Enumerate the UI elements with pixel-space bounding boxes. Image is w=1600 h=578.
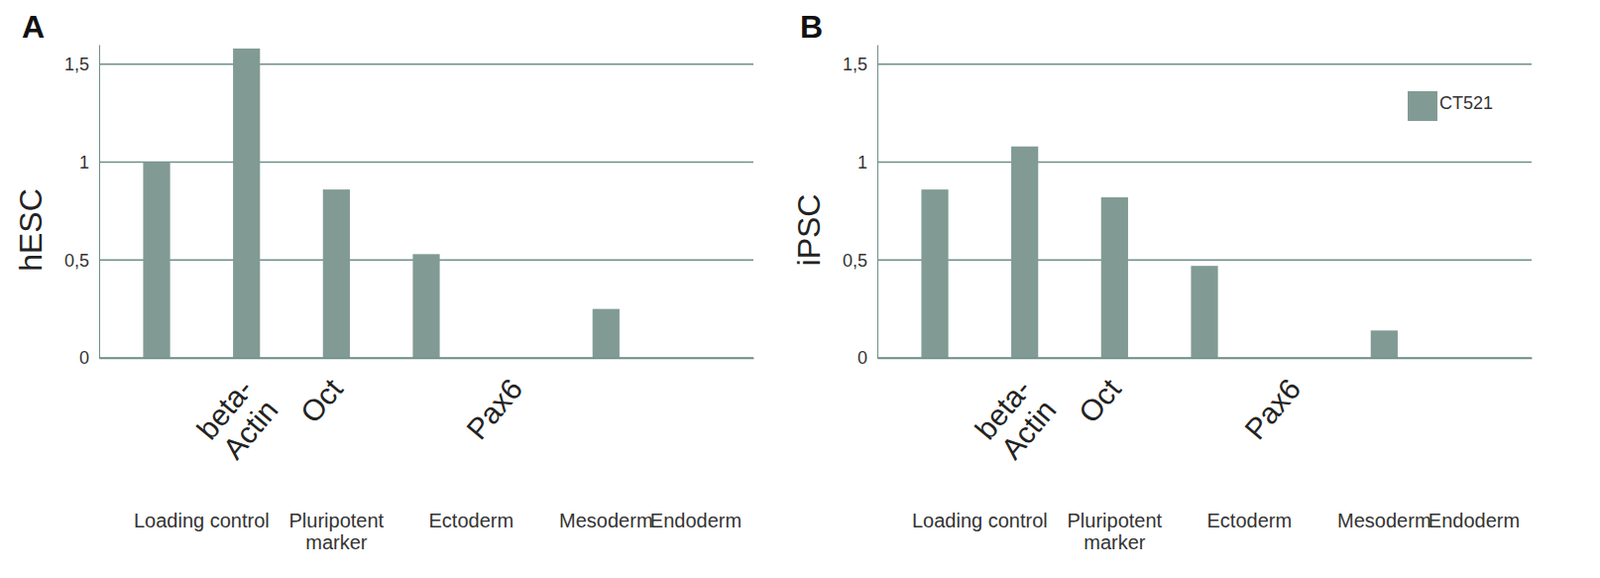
y-tick: 0 <box>857 347 878 368</box>
y-tick-label: 0 <box>857 347 868 368</box>
y-tick: 1 <box>857 152 878 173</box>
x-tick-label: Pax6 <box>459 372 529 447</box>
grid-line <box>877 259 1532 261</box>
bar <box>920 189 948 358</box>
group-label: Pluripotentmarker <box>289 509 385 554</box>
group-label: Pluripotentmarker <box>1067 509 1163 554</box>
y-tick: 1,5 <box>64 54 100 75</box>
text-line: Pluripotent <box>289 509 385 532</box>
x-axis-line <box>878 357 1533 359</box>
text-line: Endoderm <box>1428 509 1520 532</box>
y-tick-label: 0,5 <box>842 250 868 271</box>
legend-label: CT521 <box>1439 93 1493 114</box>
y-tick-label: 0 <box>79 347 90 368</box>
text-line: Pax6 <box>1238 372 1307 447</box>
x-tick: Oct <box>1072 357 1129 430</box>
y-tick-label: 1,5 <box>842 54 868 75</box>
title: A <box>21 8 45 45</box>
text-line: Actin <box>994 393 1062 465</box>
y-tick-label: 1,5 <box>64 54 90 75</box>
x-axis: beta-ActinOct Pax6 <box>878 357 1533 466</box>
bar <box>1011 146 1038 358</box>
bar <box>142 162 170 359</box>
group-label: Loading control <box>912 509 1048 532</box>
text-line: Oct <box>1072 371 1129 429</box>
x-tick: beta-Actin <box>190 357 285 466</box>
panel: 0 0,5 1 1,5 beta-ActinOct Pax6 Loading control… <box>12 8 755 554</box>
x-axis-line <box>100 357 755 359</box>
bar <box>1371 330 1398 358</box>
group-label: Ectoderm <box>429 509 515 532</box>
y-tick-label: 1 <box>857 152 868 173</box>
text-line: Actin <box>216 393 284 465</box>
x-tick: Pax6 <box>459 357 529 446</box>
y-axis-line <box>877 45 879 359</box>
title: B <box>800 8 823 45</box>
group-label: Endoderm <box>1428 509 1520 532</box>
panel: 0 0,5 1 1,5 beta-ActinOct Pax6 Loading control… <box>791 8 1533 554</box>
text-line: Endoderm <box>650 509 742 532</box>
x-tick: Oct <box>294 357 350 430</box>
group-label: Mesoderm <box>1337 509 1431 532</box>
group-label: Mesoderm <box>559 509 653 532</box>
y-tick: 1,5 <box>842 54 878 75</box>
x-axis: beta-ActinOct Pax6 <box>100 357 755 466</box>
bars <box>142 48 619 358</box>
text-line: Ectoderm <box>1207 509 1293 532</box>
y-tick: 1 <box>79 152 100 173</box>
bar <box>412 253 440 358</box>
x-tick: beta-Actin <box>968 357 1063 466</box>
text-line: Mesoderm <box>559 509 653 532</box>
x-tick-label: Oct <box>1072 371 1129 429</box>
group-labels: Loading control Pluripotentmarker Ectoderm… <box>912 509 1520 554</box>
x-tick: Pax6 <box>1238 357 1307 446</box>
y-tick-label: 1 <box>79 152 90 173</box>
y-tick: 0,5 <box>64 250 100 271</box>
grid-line <box>99 63 754 65</box>
text-line: Oct <box>294 371 350 429</box>
text-line: marker <box>1083 531 1146 554</box>
grid-line <box>877 63 1532 65</box>
bar <box>1101 197 1129 358</box>
group-label: Ectoderm <box>1207 509 1293 532</box>
figure: 00,511,5beta-ActinOctPax6Loading control… <box>0 0 1600 578</box>
y-tick-label: 0,5 <box>64 250 90 271</box>
text-line: Pax6 <box>459 372 529 447</box>
grid <box>99 64 754 358</box>
x-tick-label: beta-Actin <box>190 372 285 467</box>
y-tick: 0,5 <box>842 250 878 271</box>
grid-line <box>877 161 1532 163</box>
bar <box>592 309 620 358</box>
x-tick-label: Pax6 <box>1238 372 1307 447</box>
y-axis: 0 0,5 1 1,5 <box>842 45 879 369</box>
x-tick-label: Oct <box>294 371 350 429</box>
text-line: Ectoderm <box>429 509 515 532</box>
y-axis-line <box>99 45 101 359</box>
y-axis-title: hESC <box>12 188 49 272</box>
text-line: Loading control <box>133 509 270 532</box>
legend: CT521 <box>1407 91 1493 121</box>
group-labels: Loading control Pluripotentmarker Ectoderm… <box>133 509 742 554</box>
group-label: Loading control <box>133 509 270 532</box>
text-line: marker <box>305 531 368 554</box>
bar <box>1190 265 1218 358</box>
bar <box>232 48 260 358</box>
bar <box>323 189 350 358</box>
bars <box>920 146 1397 358</box>
y-tick: 0 <box>79 347 100 368</box>
y-axis-title: iPSC <box>791 194 827 267</box>
text-line: Pluripotent <box>1067 509 1163 532</box>
grid <box>877 64 1532 358</box>
x-tick-label: beta-Actin <box>968 372 1063 467</box>
group-label: Endoderm <box>650 509 742 532</box>
text-line: Loading control <box>912 509 1048 532</box>
text-line: Mesoderm <box>1337 509 1431 532</box>
legend-swatch <box>1407 91 1438 121</box>
grid-line <box>99 161 754 163</box>
y-axis: 0 0,5 1 1,5 <box>64 45 101 369</box>
